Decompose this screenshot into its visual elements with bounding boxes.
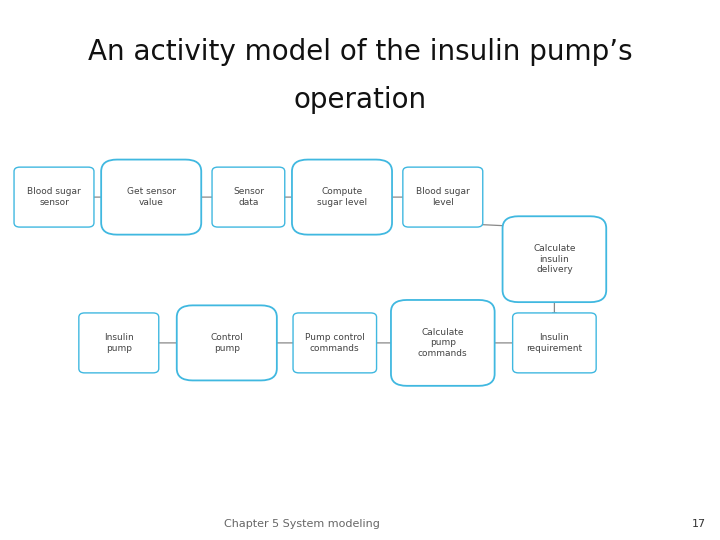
FancyBboxPatch shape [293, 313, 377, 373]
Text: Compute
sugar level: Compute sugar level [317, 187, 367, 207]
FancyBboxPatch shape [292, 160, 392, 234]
Text: Chapter 5 System modeling: Chapter 5 System modeling [225, 519, 380, 529]
FancyBboxPatch shape [212, 167, 285, 227]
Text: An activity model of the insulin pump’s: An activity model of the insulin pump’s [88, 38, 632, 66]
Text: Sensor
data: Sensor data [233, 187, 264, 207]
Text: 17: 17 [691, 519, 706, 529]
FancyBboxPatch shape [14, 167, 94, 227]
Text: operation: operation [294, 86, 426, 114]
Text: Get sensor
value: Get sensor value [127, 187, 176, 207]
Text: Control
pump: Control pump [210, 333, 243, 353]
FancyBboxPatch shape [79, 313, 159, 373]
FancyBboxPatch shape [101, 160, 201, 234]
FancyBboxPatch shape [177, 306, 277, 380]
FancyBboxPatch shape [403, 167, 482, 227]
Text: Blood sugar
sensor: Blood sugar sensor [27, 187, 81, 207]
FancyBboxPatch shape [513, 313, 596, 373]
Text: Insulin
pump: Insulin pump [104, 333, 134, 353]
Text: Calculate
insulin
delivery: Calculate insulin delivery [533, 244, 576, 274]
FancyBboxPatch shape [503, 216, 606, 302]
Text: Blood sugar
level: Blood sugar level [416, 187, 469, 207]
Text: Insulin
requirement: Insulin requirement [526, 333, 582, 353]
FancyBboxPatch shape [391, 300, 495, 386]
Text: Calculate
pump
commands: Calculate pump commands [418, 328, 467, 358]
Text: Pump control
commands: Pump control commands [305, 333, 365, 353]
